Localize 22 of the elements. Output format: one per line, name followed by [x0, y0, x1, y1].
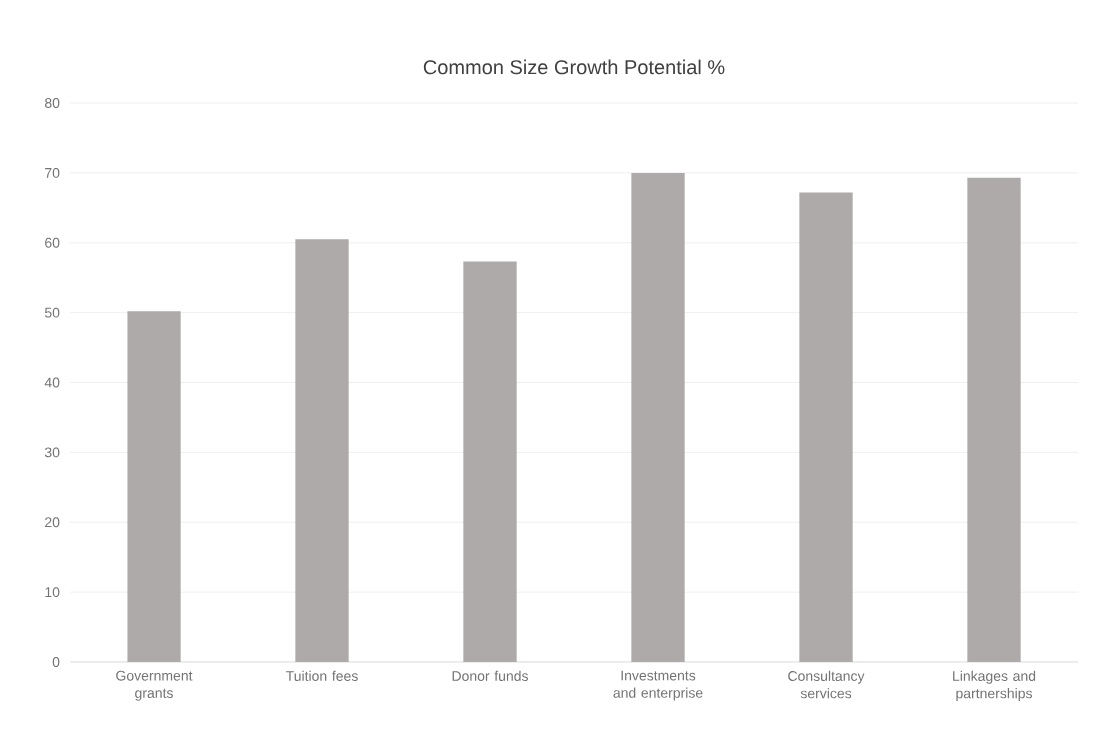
x-tick-label: Tuition fees — [286, 670, 358, 681]
x-tick-label: Government grants — [116, 670, 193, 701]
y-tick-label: 80 — [44, 98, 60, 108]
y-tick-label: 40 — [44, 377, 60, 388]
bar — [967, 177, 1021, 662]
y-tick-label: 70 — [45, 167, 60, 178]
chart-title: Common Size Growth Potential % — [423, 59, 725, 75]
y-tick-label: 10 — [45, 587, 60, 598]
bar — [463, 261, 517, 662]
bar — [127, 311, 181, 662]
bar — [295, 239, 349, 662]
y-tick-label: 50 — [44, 307, 60, 318]
y-tick-label: 20 — [45, 517, 60, 528]
x-tick-label: Consultancy services — [788, 670, 865, 699]
x-tick-label: Linkages and partnerships — [953, 670, 1036, 702]
y-tick-label: 30 — [44, 447, 60, 458]
bar — [631, 172, 685, 662]
x-tick-label: Donor funds — [452, 670, 528, 681]
bar — [799, 192, 853, 662]
x-tick-label: Investments and enterprise — [613, 670, 703, 701]
y-tick-label: 60 — [45, 237, 60, 248]
y-tick-label: 0 — [52, 657, 60, 667]
